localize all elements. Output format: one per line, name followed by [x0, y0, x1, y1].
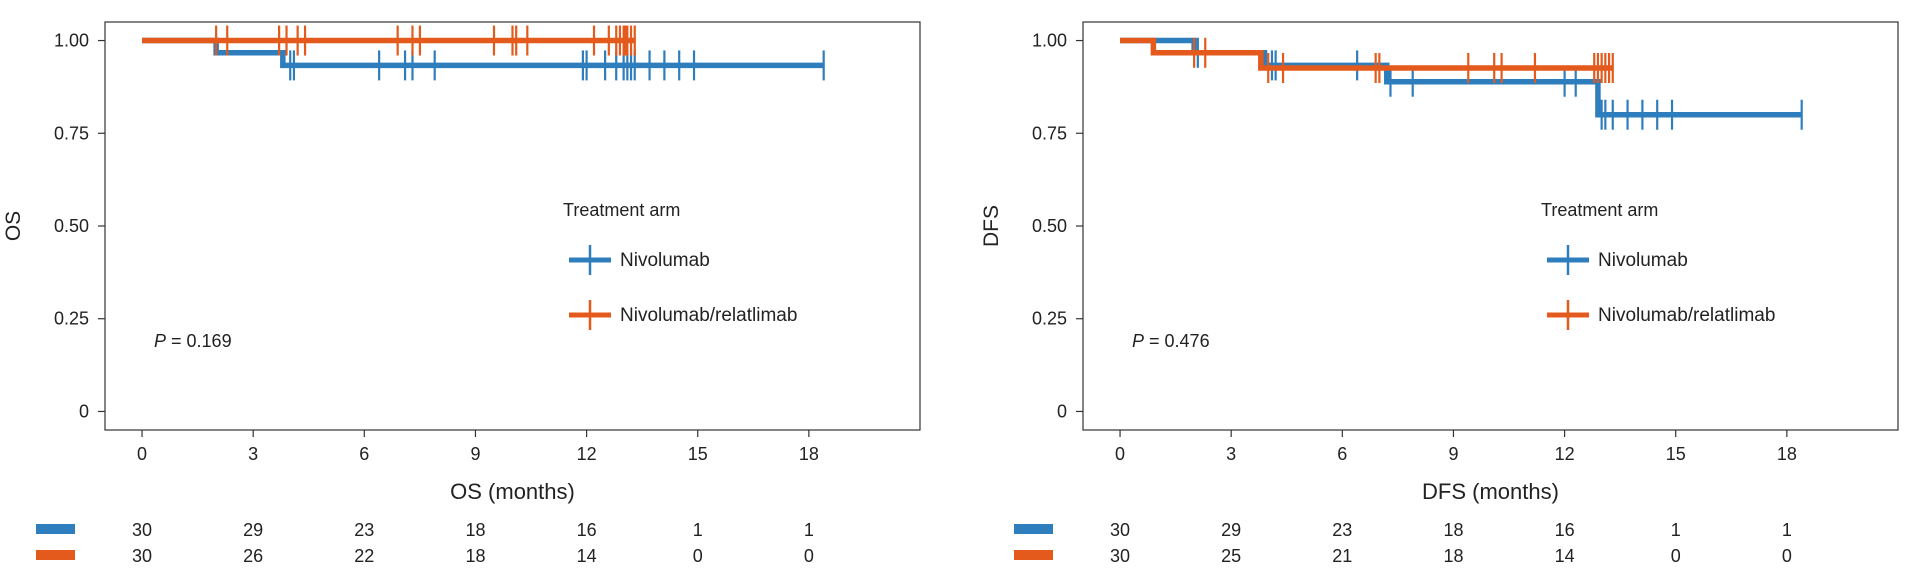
risk-count: 0	[1671, 546, 1681, 566]
risk-table-swatch	[1014, 550, 1053, 560]
y-tick-label: 1.00	[1032, 31, 1067, 51]
risk-count: 29	[1221, 520, 1241, 540]
p-value-text: = 0.476	[1144, 331, 1210, 351]
risk-count: 1	[1782, 520, 1792, 540]
x-tick-label: 6	[1337, 444, 1347, 464]
risk-count: 29	[243, 520, 263, 540]
risk-count: 0	[693, 546, 703, 566]
legend-label: Nivolumab	[1598, 250, 1688, 271]
p-value-text: = 0.169	[166, 331, 232, 351]
risk-count: 30	[1110, 546, 1130, 566]
legend-label: Nivolumab/relatlimab	[620, 305, 797, 326]
y-tick-label: 0.50	[54, 216, 89, 236]
p-value-symbol: P	[154, 331, 166, 351]
risk-count: 30	[1110, 520, 1130, 540]
x-axis-label: DFS (months)	[1422, 479, 1559, 504]
y-tick-label: 0.25	[1032, 309, 1067, 329]
plot-frame	[104, 21, 921, 431]
y-axis-label: DFS	[980, 205, 1003, 247]
y-tick-label: 0.75	[1032, 123, 1067, 143]
x-tick-label: 3	[1226, 444, 1236, 464]
risk-count: 16	[577, 520, 597, 540]
x-tick-label: 15	[1666, 444, 1686, 464]
y-tick-label: 0.50	[1032, 216, 1067, 236]
legend-label: Nivolumab	[620, 250, 710, 271]
x-tick-label: 6	[359, 444, 369, 464]
x-tick-label: 18	[1777, 444, 1797, 464]
y-tick-label: 0.75	[54, 123, 89, 143]
x-tick-label: 0	[1115, 444, 1125, 464]
risk-count: 23	[354, 520, 374, 540]
risk-count: 30	[132, 546, 152, 566]
x-tick-label: 12	[577, 444, 597, 464]
dfs-panel: 0 0.25 0.50 0.75 1.00 0 3 6 9 12 15 18 DFS (months) D…	[980, 21, 1899, 566]
y-tick-label: 0	[79, 401, 89, 421]
risk-count: 1	[1671, 520, 1681, 540]
x-tick-label: 12	[1555, 444, 1575, 464]
risk-count: 25	[1221, 546, 1241, 566]
risk-count: 1	[693, 520, 703, 540]
p-value-symbol: P	[1132, 331, 1144, 351]
y-tick-label: 1.00	[54, 31, 89, 51]
risk-count: 21	[1332, 546, 1352, 566]
risk-count: 0	[804, 546, 814, 566]
risk-table-swatch	[1014, 524, 1053, 534]
y-axis-label: OS	[2, 211, 25, 241]
risk-count: 30	[132, 520, 152, 540]
os-panel: 0 0.25 0.50 0.75 1.00 0 3 6 9 12 15 18 OS (months) OS…	[2, 21, 921, 566]
risk-count: 1	[804, 520, 814, 540]
y-tick-label: 0	[1057, 401, 1067, 421]
x-tick-label: 9	[470, 444, 480, 464]
legend-label: Nivolumab/relatlimab	[1598, 305, 1775, 326]
risk-count: 16	[1555, 520, 1575, 540]
risk-count: 0	[1782, 546, 1792, 566]
legend-title: Treatment arm	[1541, 200, 1658, 220]
x-tick-label: 18	[799, 444, 819, 464]
risk-count: 14	[577, 546, 597, 566]
risk-count: 26	[243, 546, 263, 566]
x-tick-label: 0	[137, 444, 147, 464]
x-tick-label: 9	[1448, 444, 1458, 464]
x-tick-label: 15	[688, 444, 708, 464]
risk-table-swatch	[36, 524, 75, 534]
x-tick-label: 3	[248, 444, 258, 464]
y-tick-label: 0.25	[54, 309, 89, 329]
km-curve-nivolumab	[142, 37, 824, 69]
x-axis-label: OS (months)	[450, 479, 575, 504]
risk-count: 18	[1443, 546, 1463, 566]
risk-count: 22	[354, 546, 374, 566]
risk-count: 14	[1555, 546, 1575, 566]
risk-count: 18	[465, 520, 485, 540]
risk-count: 18	[1443, 520, 1463, 540]
risk-count: 18	[465, 546, 485, 566]
risk-count: 23	[1332, 520, 1352, 540]
legend-title: Treatment arm	[563, 200, 680, 220]
p-value-annotation: P = 0.169	[154, 331, 232, 351]
p-value-annotation: P = 0.476	[1132, 331, 1210, 351]
risk-table-swatch	[36, 550, 75, 560]
